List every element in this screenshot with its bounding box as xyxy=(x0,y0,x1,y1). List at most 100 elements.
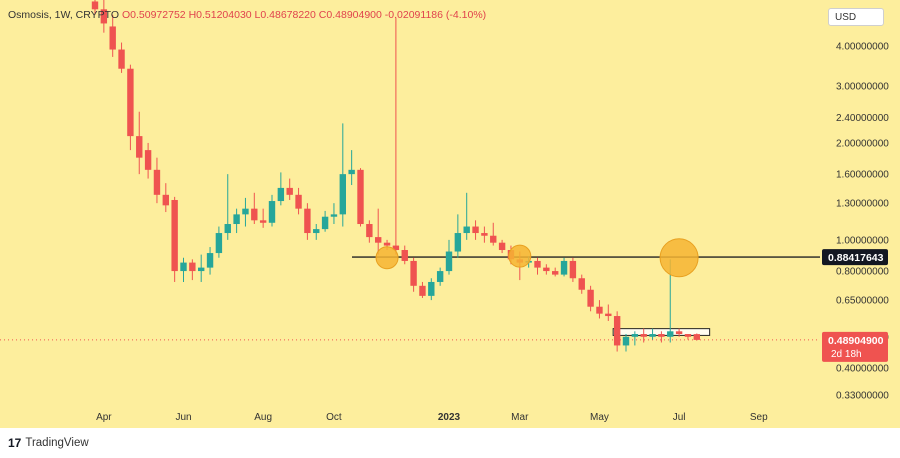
time-tick-label: May xyxy=(590,412,609,423)
highlight-marker[interactable] xyxy=(508,244,532,268)
chart-legend: Osmosis, 1W, CRYPTO O0.50972752 H0.51204… xyxy=(8,9,486,21)
candle-down[interactable] xyxy=(144,150,152,170)
candle-down[interactable] xyxy=(91,1,99,10)
time-tick-label: Sep xyxy=(750,412,768,423)
candle-down[interactable] xyxy=(410,260,417,286)
candle-up[interactable] xyxy=(215,233,223,254)
countdown-label: 2d 18h xyxy=(831,349,862,360)
legend-low: L0.48678220 xyxy=(254,9,316,21)
chart-plot-area[interactable] xyxy=(0,0,820,428)
candle-down[interactable] xyxy=(127,68,134,137)
candle-down[interactable] xyxy=(534,260,541,268)
candle-down[interactable] xyxy=(640,334,647,337)
candle-up[interactable] xyxy=(667,331,674,337)
candle-up[interactable] xyxy=(649,334,656,337)
price-tick-label: 0.33000000 xyxy=(836,390,889,401)
time-tick-label: Apr xyxy=(96,412,112,423)
time-tick-label: Aug xyxy=(254,412,272,423)
price-tick-label: 1.30000000 xyxy=(836,199,889,210)
candle-down[interactable] xyxy=(366,224,373,238)
candle-down[interactable] xyxy=(392,245,400,251)
time-tick-label: Jun xyxy=(175,412,191,423)
candle-up[interactable] xyxy=(454,233,462,252)
candle-up[interactable] xyxy=(622,336,630,346)
legend-close: C0.48904900 xyxy=(318,9,382,21)
candle-down[interactable] xyxy=(419,285,426,296)
candle-down[interactable] xyxy=(596,306,603,314)
candle-down[interactable] xyxy=(171,199,178,272)
candle-down[interactable] xyxy=(136,136,143,158)
candle-down[interactable] xyxy=(472,226,479,234)
legend-symbol: Osmosis, 1W, CRYPTO xyxy=(8,9,120,21)
candle-down[interactable] xyxy=(658,334,665,337)
time-tick-label: Jul xyxy=(673,412,686,423)
price-tick-label: 1.60000000 xyxy=(836,170,889,181)
current-price-badge xyxy=(822,331,888,362)
candle-down[interactable] xyxy=(109,26,116,50)
candle-up[interactable] xyxy=(198,267,205,272)
candle-up[interactable] xyxy=(330,214,338,217)
time-tick-label: Oct xyxy=(326,412,342,423)
candle-up[interactable] xyxy=(242,208,249,215)
candle-up[interactable] xyxy=(463,226,470,234)
candle-down[interactable] xyxy=(401,250,408,261)
candle-up[interactable] xyxy=(180,262,187,272)
candle-down[interactable] xyxy=(286,187,293,195)
candle-down[interactable] xyxy=(375,237,382,243)
time-tick-label: Mar xyxy=(511,412,529,423)
highlight-marker[interactable] xyxy=(659,238,699,278)
candle-up[interactable] xyxy=(436,271,444,282)
candle-down[interactable] xyxy=(118,49,125,69)
candle-up[interactable] xyxy=(313,229,320,234)
candle-up[interactable] xyxy=(348,169,355,175)
candle-down[interactable] xyxy=(490,235,497,243)
candlestick-chart: 4.00000000 3.00000000 2.40000000 2.00000000… xyxy=(0,0,889,423)
candle-down[interactable] xyxy=(251,208,258,221)
candle-down[interactable] xyxy=(569,260,577,279)
legend-open: O0.50972752 xyxy=(121,9,186,21)
candle-down[interactable] xyxy=(357,169,364,225)
candle-down[interactable] xyxy=(153,169,161,195)
candle-down[interactable] xyxy=(605,313,612,317)
price-tick-label: 1.00000000 xyxy=(836,235,889,246)
candle-up[interactable] xyxy=(631,334,639,337)
candle-down[interactable] xyxy=(552,271,559,275)
candle-down[interactable] xyxy=(304,208,311,234)
candle-up[interactable] xyxy=(233,214,240,225)
current-price-label: 0.48904900 xyxy=(828,335,884,347)
currency-selector[interactable]: USD xyxy=(828,8,884,26)
level-price-label: 0.88417643 xyxy=(828,252,884,264)
level-price-badge xyxy=(822,249,888,266)
price-tick-label: 2.00000000 xyxy=(836,138,889,149)
candle-down[interactable] xyxy=(383,242,391,246)
candle-up[interactable] xyxy=(224,224,231,234)
candle-up[interactable] xyxy=(445,251,453,272)
candle-down[interactable] xyxy=(613,316,621,346)
candle-down[interactable] xyxy=(295,194,302,209)
highlight-marker[interactable] xyxy=(375,246,399,270)
candle-down[interactable] xyxy=(587,289,594,307)
legend-high: H0.51204030 xyxy=(188,9,252,21)
footer-branding[interactable]: 17 TradingView xyxy=(8,436,89,450)
candle-down[interactable] xyxy=(693,334,700,340)
candle-up[interactable] xyxy=(428,281,435,296)
candle-down[interactable] xyxy=(259,220,267,223)
candle-down[interactable] xyxy=(675,331,683,335)
candle-up[interactable] xyxy=(206,253,214,268)
price-tick-label: 0.65000000 xyxy=(836,296,889,307)
candle-down[interactable] xyxy=(162,194,169,206)
candle-down[interactable] xyxy=(481,233,488,236)
candle-up[interactable] xyxy=(277,187,285,202)
legend-change: -0.02091186 (-4.10%) xyxy=(384,9,487,21)
candle-down[interactable] xyxy=(498,242,506,251)
candle-down[interactable] xyxy=(543,267,550,272)
candle-down[interactable] xyxy=(189,262,196,272)
candle-up[interactable] xyxy=(560,260,568,275)
candle-up[interactable] xyxy=(339,174,346,215)
candle-up[interactable] xyxy=(321,216,329,230)
candle-down[interactable] xyxy=(100,9,108,24)
candle-down[interactable] xyxy=(684,334,692,337)
candle-up[interactable] xyxy=(268,201,276,223)
candles-group xyxy=(91,0,700,352)
candle-down[interactable] xyxy=(578,278,585,290)
